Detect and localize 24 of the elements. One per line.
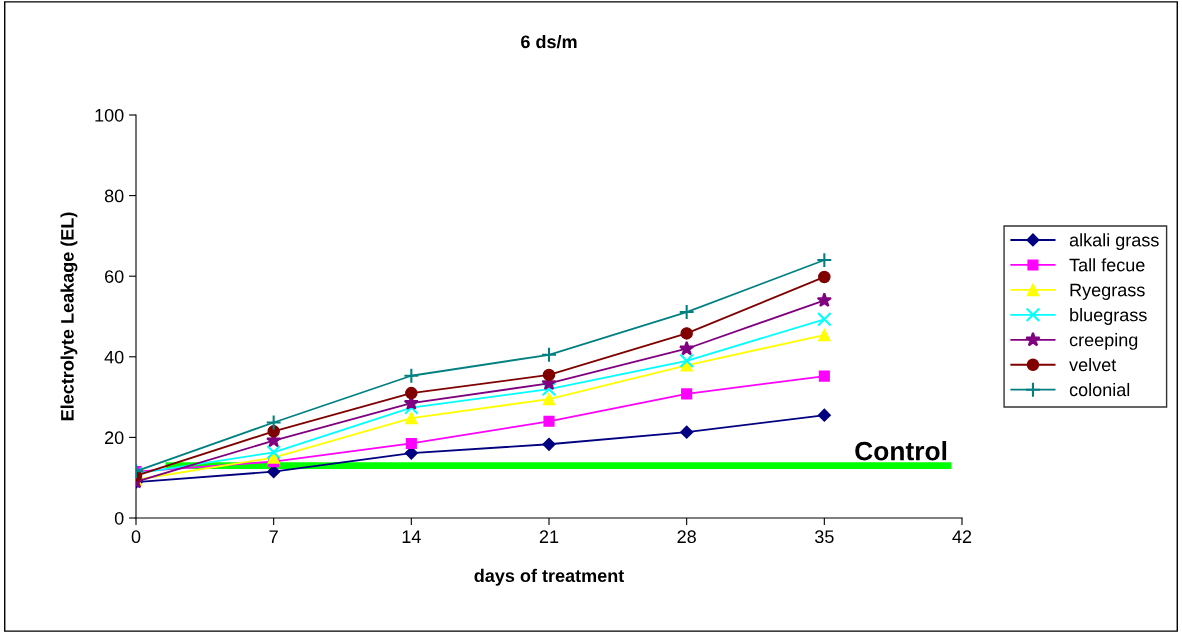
x-tick-label: 7 <box>269 530 278 543</box>
x-axis-title: days of treatment <box>474 568 625 586</box>
y-tick-label: 60 <box>105 270 124 283</box>
legend-label: colonial <box>1069 382 1130 397</box>
legend-label: velvet <box>1069 358 1117 372</box>
x-tick-label: 21 <box>539 530 559 543</box>
x-tick-label: 14 <box>402 530 421 543</box>
legend-label: alkali grass <box>1069 233 1159 251</box>
legend-label: bluegrass <box>1070 308 1147 325</box>
y-tick-label: 40 <box>104 350 124 364</box>
y-axis-title: Electrolyte Leakage (EL) <box>60 212 78 421</box>
x-tick-label: 35 <box>814 530 834 544</box>
y-tick-label: 100 <box>95 108 124 122</box>
y-tick-label: 0 <box>114 511 124 525</box>
legend-label: Tall fecue <box>1069 258 1145 272</box>
x-tick-label: 42 <box>952 530 972 543</box>
legend-label: creeping <box>1069 333 1138 350</box>
legend-label: Ryegrass <box>1070 283 1145 300</box>
y-tick-label: 80 <box>104 189 124 203</box>
ref-line-label: Control <box>855 441 947 461</box>
x-tick-label: 28 <box>677 530 696 544</box>
chart-title: 6 ds/m <box>521 34 577 49</box>
y-tick-label: 20 <box>105 431 124 445</box>
x-tick-label: 0 <box>131 530 141 544</box>
